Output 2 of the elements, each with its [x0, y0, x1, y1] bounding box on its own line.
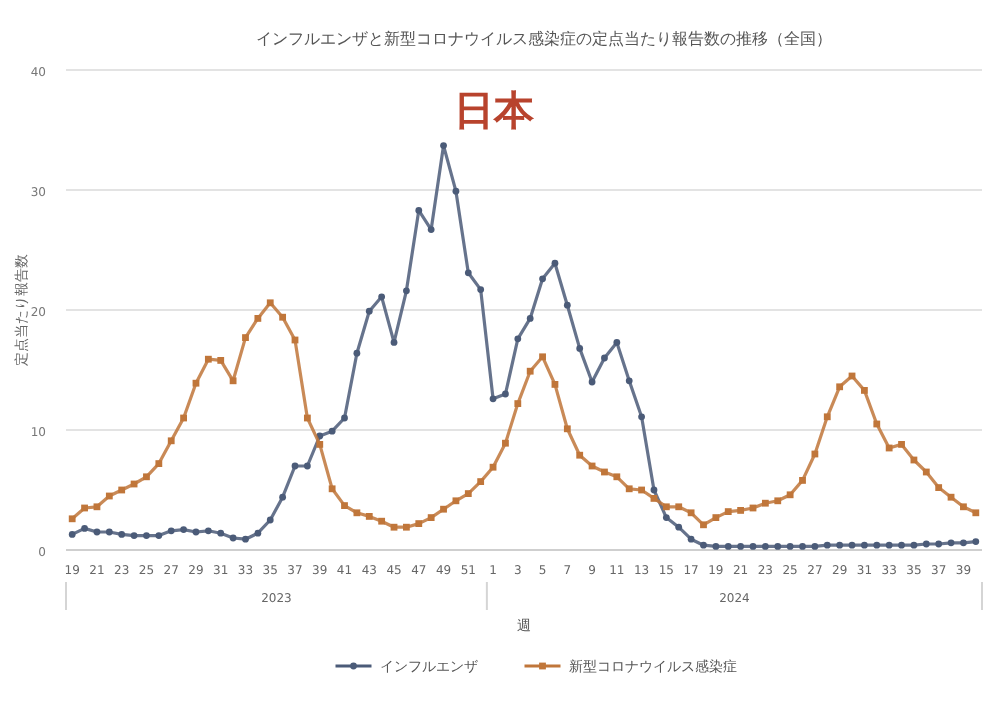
chart-title: インフルエンザと新型コロナウイルス感染症の定点当たり報告数の推移（全国） [256, 30, 832, 48]
chart-subtitle: 日本 [454, 86, 536, 134]
